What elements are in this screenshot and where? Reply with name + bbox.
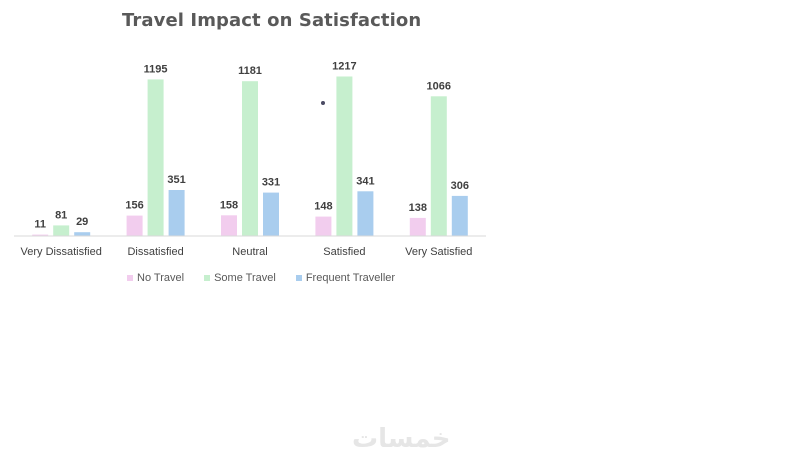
x-tick-label-neutral: Neutral bbox=[232, 246, 267, 258]
legend-item-frequent-traveller: Frequent Traveller bbox=[295, 272, 396, 284]
data-label-no-travel-neutral: 158 bbox=[220, 199, 238, 211]
x-tick-label-very-dissatisfied: Very Dissatisfied bbox=[21, 246, 102, 258]
bar-some-travel-dissatisfied bbox=[147, 79, 164, 237]
data-label-some-travel-very-satisfied: 1066 bbox=[427, 80, 451, 92]
legend-swatch-some-travel bbox=[204, 275, 211, 281]
data-label-some-travel-neutral: 1181 bbox=[238, 65, 262, 77]
bar-frequent-traveller-neutral bbox=[263, 192, 279, 236]
bar-frequent-traveller-satisfied bbox=[357, 191, 374, 236]
data-label-frequent-traveller-very-dissatisfied: 29 bbox=[76, 216, 88, 228]
bar-frequent-traveller-very-satisfied bbox=[451, 195, 468, 236]
bar-some-travel-very-dissatisfied bbox=[53, 225, 70, 236]
bar-no-travel-satisfied bbox=[315, 216, 332, 236]
chart-legend: No Travel Some Travel Frequent Traveller bbox=[127, 272, 395, 284]
legend-item-some-travel: Some Travel bbox=[204, 272, 276, 284]
data-label-no-travel-satisfied: 148 bbox=[314, 201, 332, 213]
bar-frequent-traveller-dissatisfied bbox=[168, 190, 185, 236]
bar-no-travel-very-dissatisfied bbox=[32, 234, 49, 236]
data-label-some-travel-satisfied: 1217 bbox=[332, 61, 356, 73]
x-tick-label-very-satisfied: Very Satisfied bbox=[405, 246, 472, 258]
bar-no-travel-dissatisfied bbox=[126, 215, 143, 236]
bar-no-travel-very-satisfied bbox=[409, 217, 426, 236]
bar-some-travel-satisfied bbox=[336, 76, 353, 236]
bar-some-travel-neutral bbox=[242, 81, 258, 236]
legend-label-some-travel: Some Travel bbox=[214, 272, 276, 284]
data-label-frequent-traveller-very-satisfied: 306 bbox=[451, 180, 469, 192]
watermark-logo: خمسات bbox=[352, 424, 451, 454]
marker-dot bbox=[321, 101, 325, 105]
data-label-frequent-traveller-neutral: 331 bbox=[262, 177, 280, 189]
bar-some-travel-very-satisfied bbox=[430, 96, 447, 236]
legend-swatch-no-travel bbox=[127, 275, 133, 281]
legend-swatch-frequent-traveller bbox=[295, 275, 302, 281]
data-label-no-travel-very-dissatisfied: 11 bbox=[34, 219, 46, 231]
data-label-some-travel-dissatisfied: 1195 bbox=[144, 63, 168, 75]
legend-item-no-travel: No Travel bbox=[127, 272, 184, 284]
x-tick-label-satisfied: Satisfied bbox=[323, 246, 365, 258]
x-tick-label-dissatisfied: Dissatisfied bbox=[127, 246, 183, 258]
legend-label-no-travel: No Travel bbox=[137, 272, 185, 284]
data-label-no-travel-very-satisfied: 138 bbox=[409, 202, 427, 214]
data-label-some-travel-very-dissatisfied: 81 bbox=[55, 209, 67, 221]
bar-frequent-traveller-very-dissatisfied bbox=[74, 232, 91, 236]
bar-no-travel-neutral bbox=[221, 215, 237, 236]
chart-title: Travel Impact on Satisfaction bbox=[122, 10, 422, 31]
data-label-frequent-traveller-satisfied: 341 bbox=[356, 175, 374, 187]
data-label-no-travel-dissatisfied: 156 bbox=[125, 200, 143, 212]
data-label-frequent-traveller-dissatisfied: 351 bbox=[167, 174, 185, 186]
legend-label-frequent-traveller: Frequent Traveller bbox=[305, 272, 396, 284]
